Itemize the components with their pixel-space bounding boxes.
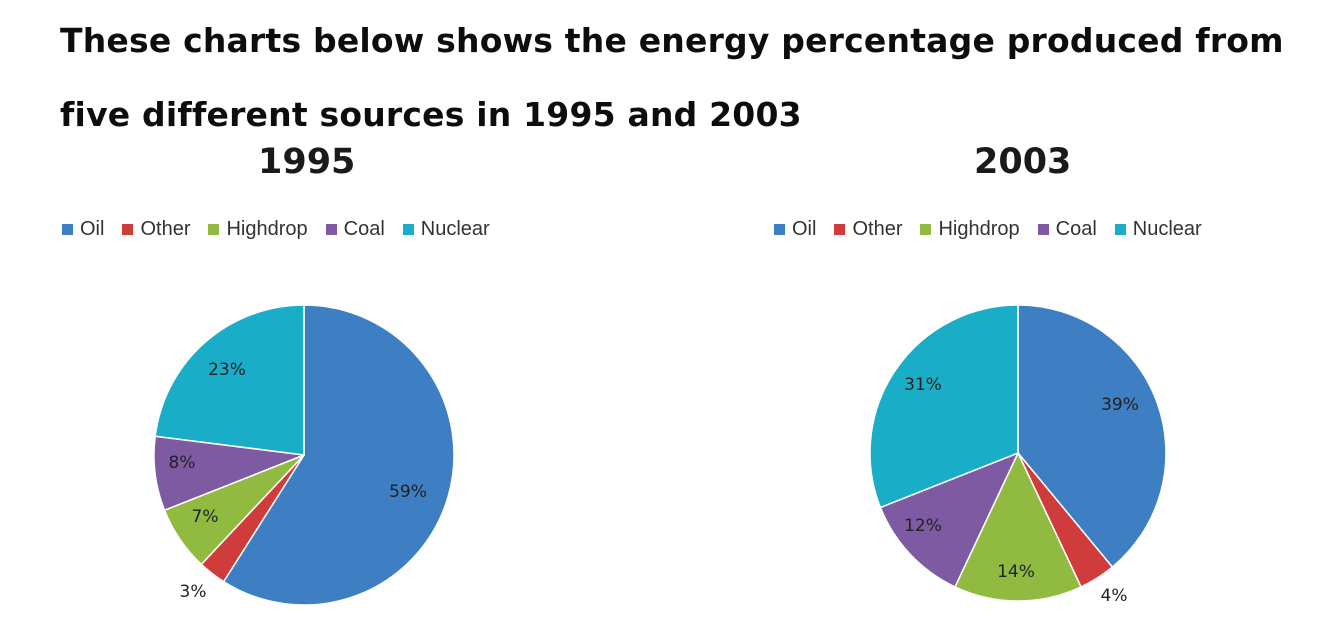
data-label-other-2003: 4% — [1101, 586, 1128, 606]
pie-slice-oil-1995 — [222, 304, 455, 606]
title-line-2: five different sources in 1995 and 2003 — [60, 95, 802, 134]
data-label-oil-1995: 59% — [389, 482, 427, 502]
legend-label: Other — [852, 218, 903, 240]
pie-chart-1995: 1995 Oil Other Highdrop Coal Nuclear 59% 3% 7%… — [0, 140, 640, 635]
data-label-nuclear-2003: 31% — [904, 375, 942, 395]
data-label-coal-2003: 12% — [904, 516, 942, 536]
legend-item-coal: Coal — [325, 218, 385, 241]
legend-label: Other — [140, 218, 191, 240]
legend-swatch — [122, 224, 134, 235]
legend-1995: Oil Other Highdrop Coal Nuclear — [62, 218, 490, 241]
pie-slice-coal-2003 — [879, 451, 1020, 588]
legend-item-other: Other — [122, 218, 190, 241]
legend-label: Nuclear — [420, 218, 490, 240]
legend-item-nuclear: Nuclear — [402, 218, 490, 241]
legend-item-oil: Oil — [774, 218, 816, 241]
legend-swatch — [920, 224, 932, 235]
legend-2003: Oil Other Highdrop Coal Nuclear — [774, 218, 1202, 241]
pie-slice-nuclear-2003 — [869, 304, 1019, 509]
pie-svg-1995: 59% 3% 7% 8% 23% — [153, 304, 455, 606]
chart-title-1995: 1995 — [258, 142, 356, 182]
data-label-coal-1995: 8% — [169, 453, 196, 473]
legend-label: Oil — [80, 218, 105, 240]
data-label-highdrop-1995: 7% — [192, 507, 219, 527]
legend-label: Nuclear — [1132, 218, 1202, 240]
pie-chart-2003: 2003 Oil Other Highdrop Coal Nuclear 39% 4% 14… — [660, 140, 1300, 635]
legend-swatch — [1114, 224, 1126, 235]
legend-label: Coal — [1055, 218, 1097, 240]
title-line-1: These charts below shows the energy perc… — [60, 21, 1284, 60]
legend-swatch — [62, 224, 73, 235]
legend-item-other: Other — [834, 218, 902, 241]
legend-label: Oil — [792, 218, 817, 240]
page-title: These charts below shows the energy perc… — [60, 4, 1290, 152]
legend-label: Highdrop — [226, 218, 308, 240]
data-label-nuclear-1995: 23% — [208, 360, 246, 380]
legend-label: Highdrop — [938, 218, 1020, 240]
legend-swatch — [208, 224, 220, 235]
legend-label: Coal — [343, 218, 385, 240]
legend-swatch — [1037, 224, 1049, 235]
legend-item-highdrop: Highdrop — [208, 218, 308, 241]
data-label-other-1995: 3% — [180, 582, 207, 602]
legend-swatch — [774, 224, 785, 235]
legend-swatch — [402, 224, 414, 235]
legend-item-nuclear: Nuclear — [1114, 218, 1202, 241]
chart-title-2003: 2003 — [974, 142, 1072, 182]
pie-slice-nuclear-1995 — [154, 304, 305, 456]
legend-item-oil: Oil — [62, 218, 104, 241]
pie-slice-oil-2003 — [1017, 304, 1167, 569]
legend-swatch — [834, 224, 846, 235]
pie-svg-2003: 39% 4% 14% 12% 31% — [869, 304, 1167, 606]
pie-slice-highdrop-2003 — [953, 451, 1083, 602]
data-label-highdrop-2003: 14% — [997, 562, 1035, 582]
legend-item-highdrop: Highdrop — [920, 218, 1020, 241]
legend-swatch — [325, 224, 337, 235]
legend-item-coal: Coal — [1037, 218, 1097, 241]
data-label-oil-2003: 39% — [1101, 395, 1139, 415]
